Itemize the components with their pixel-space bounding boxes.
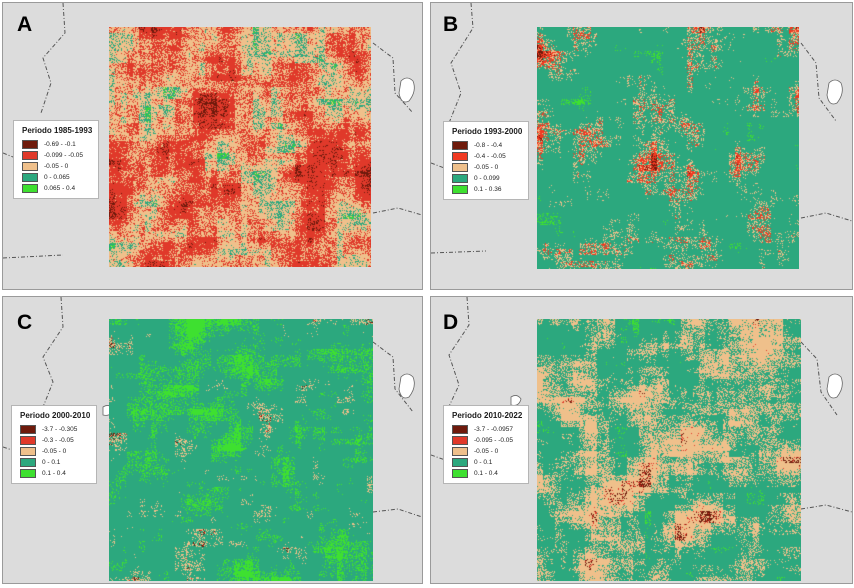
raster-map-c bbox=[109, 319, 373, 581]
legend-swatch bbox=[452, 173, 468, 183]
legend-item: -0.4 - -0.05 bbox=[452, 151, 522, 161]
legend-item: 0 - 0.1 bbox=[452, 457, 522, 467]
legend-swatch bbox=[22, 161, 38, 171]
legend-item: -0.3 - -0.05 bbox=[20, 435, 90, 445]
map-panel-a: A Periodo 1985-1993 -0.69 - -0.1 -0.099 … bbox=[2, 2, 423, 290]
legend-swatch bbox=[22, 150, 38, 160]
legend-label: 0 - 0.099 bbox=[474, 174, 500, 182]
legend-title: Periodo 1993-2000 bbox=[452, 127, 523, 136]
legend-label: -0.05 - 0 bbox=[42, 447, 67, 455]
legend-label: 0 - 0.065 bbox=[44, 173, 70, 181]
legend-title: Periodo 1985-1993 bbox=[22, 126, 93, 135]
admin-boundaries bbox=[431, 3, 852, 254]
legend-swatch bbox=[452, 140, 468, 150]
legend-item: 0.1 - 0.4 bbox=[20, 468, 90, 478]
legend-label: -3.7 - -0.305 bbox=[42, 425, 78, 433]
legend-swatch bbox=[22, 183, 38, 193]
legend-item: -0.8 - -0.4 bbox=[452, 140, 522, 150]
raster-map-a bbox=[109, 27, 371, 267]
legend-label: 0.065 - 0.4 bbox=[44, 184, 76, 192]
legend-label: 0 - 0.1 bbox=[42, 458, 61, 466]
legend-swatch bbox=[452, 435, 468, 445]
legend-b: Periodo 1993-2000 -0.8 - -0.4 -0.4 - -0.… bbox=[443, 121, 530, 200]
legend-swatch bbox=[20, 435, 36, 445]
legend-item: -0.095 - -0.05 bbox=[452, 435, 522, 445]
legend-item: -0.05 - 0 bbox=[452, 162, 522, 172]
legend-label: -0.8 - -0.4 bbox=[474, 141, 503, 149]
legend-swatch bbox=[20, 457, 36, 467]
legend-label: -0.3 - -0.05 bbox=[42, 436, 74, 444]
legend-label: -0.095 - -0.05 bbox=[474, 436, 514, 444]
panel-letter-b: B bbox=[443, 13, 459, 36]
legend-label: 0 - 0.1 bbox=[474, 458, 493, 466]
legend-swatch bbox=[452, 162, 468, 172]
legend-item: 0.1 - 0.4 bbox=[452, 468, 522, 478]
legend-swatch bbox=[452, 446, 468, 456]
legend-label: -0.4 - -0.05 bbox=[474, 152, 506, 160]
legend-item: -0.05 - 0 bbox=[20, 446, 90, 456]
legend-item: 0 - 0.099 bbox=[452, 173, 522, 183]
legend-item: 0.1 - 0.36 bbox=[452, 184, 522, 194]
legend-item: -0.05 - 0 bbox=[452, 446, 522, 456]
legend-swatch bbox=[452, 457, 468, 467]
legend-item: -0.05 - 0 bbox=[22, 161, 92, 171]
legend-swatch bbox=[452, 424, 468, 434]
admin-boundaries bbox=[431, 297, 852, 513]
legend-title: Periodo 2010-2022 bbox=[452, 411, 523, 420]
legend-d: Periodo 2010-2022 -3.7 - -0.0957 -0.095 … bbox=[443, 405, 530, 484]
legend-c: Periodo 2000-2010 -3.7 - -0.305 -0.3 - -… bbox=[11, 405, 98, 484]
legend-a: Periodo 1985-1993 -0.69 - -0.1 -0.099 - … bbox=[13, 120, 100, 199]
legend-label: 0.1 - 0.4 bbox=[474, 469, 498, 477]
legend-swatch bbox=[22, 139, 38, 149]
legend-swatch bbox=[452, 468, 468, 478]
legend-swatch bbox=[452, 184, 468, 194]
legend-label: 0.1 - 0.36 bbox=[474, 185, 502, 193]
legend-label: -0.099 - -0.05 bbox=[44, 151, 84, 159]
legend-label: -0.05 - 0 bbox=[474, 447, 499, 455]
panel-letter-a: A bbox=[17, 13, 33, 36]
legend-label: -0.05 - 0 bbox=[44, 162, 69, 170]
legend-item: -3.7 - -0.0957 bbox=[452, 424, 522, 434]
panel-letter-d: D bbox=[443, 311, 459, 334]
map-panel-d: D Periodo 2010-2022 -3.7 - -0.0957 -0.09… bbox=[430, 296, 853, 584]
legend-item: -3.7 - -0.305 bbox=[20, 424, 90, 434]
legend-label: -0.05 - 0 bbox=[474, 163, 499, 171]
legend-title: Periodo 2000-2010 bbox=[20, 411, 91, 420]
legend-swatch bbox=[20, 468, 36, 478]
legend-swatch bbox=[20, 446, 36, 456]
legend-label: -0.69 - -0.1 bbox=[44, 140, 76, 148]
legend-item: 0 - 0.065 bbox=[22, 172, 92, 182]
map-panel-c: C Periodo 2000-2010 -3.7 - -0.305 -0.3 -… bbox=[2, 296, 423, 584]
legend-item: 0 - 0.1 bbox=[20, 457, 90, 467]
legend-swatch bbox=[452, 151, 468, 161]
legend-item: -0.69 - -0.1 bbox=[22, 139, 92, 149]
legend-swatch bbox=[22, 172, 38, 182]
legend-swatch bbox=[20, 424, 36, 434]
panel-letter-c: C bbox=[17, 311, 33, 334]
legend-item: -0.099 - -0.05 bbox=[22, 150, 92, 160]
raster-map-b bbox=[537, 27, 799, 269]
legend-label: 0.1 - 0.4 bbox=[42, 469, 66, 477]
map-panel-b: B Periodo 1993-2000 -0.8 - -0.4 -0.4 - -… bbox=[430, 2, 853, 290]
legend-item: 0.065 - 0.4 bbox=[22, 183, 92, 193]
raster-map-d bbox=[537, 319, 801, 581]
legend-label: -3.7 - -0.0957 bbox=[474, 425, 514, 433]
